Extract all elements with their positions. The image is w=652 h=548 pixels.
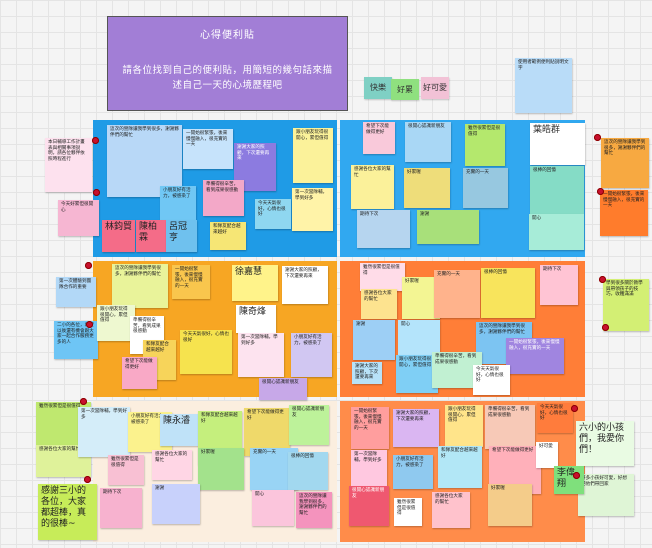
b3-note-8[interactable]: 小朋友好有活力，被感染了: [291, 333, 332, 377]
tired-button[interactable]: 好累: [391, 79, 419, 100]
b6-note-14[interactable]: 好累喔: [488, 484, 532, 526]
b6-note-11[interactable]: 很開心認識新朋友: [349, 486, 389, 526]
b4-note-1[interactable]: 雖然很累但是很值得: [360, 263, 405, 291]
b1-note-2[interactable]: 一開始很緊張，後來慢慢融入，很充實的一天: [183, 129, 233, 169]
happy-button[interactable]: 快樂: [364, 77, 392, 99]
b2-note-8[interactable]: 期待下次: [357, 210, 410, 248]
name-note-5[interactable]: 徐嘉慧: [232, 265, 278, 301]
b6-note-13[interactable]: 感謝各位大家的幫忙: [432, 492, 470, 528]
b5-note-12[interactable]: 謝謝: [152, 484, 200, 524]
pin-icon: [602, 324, 609, 331]
b6-note-5[interactable]: 今天天氣很好，心情也很好: [537, 403, 573, 433]
b6-note-10[interactable]: 好可愛: [536, 442, 558, 468]
b4-note-2[interactable]: 感謝各位大家的幫忙: [361, 289, 397, 319]
b5-note-10[interactable]: 很棒的回憶: [288, 452, 328, 490]
b3-note-6[interactable]: 今天天氣很好，心情也很好: [180, 330, 232, 374]
pin-icon: [571, 405, 578, 412]
pin-icon: [85, 262, 92, 269]
b6-note-12[interactable]: 雖然很累但是很值得: [394, 498, 422, 526]
b1-note-6[interactable]: 今天天氣很好，心情也很好: [255, 199, 291, 229]
b2-note-9[interactable]: 謝謝: [417, 210, 479, 244]
left-note-5[interactable]: 感謝各位大家的幫忙: [36, 445, 91, 477]
name-note-3[interactable]: 呂冠亨: [166, 220, 197, 252]
b6-note-8[interactable]: 和隊友配合越來越好: [438, 446, 482, 488]
b5-note-13[interactable]: 開心: [252, 490, 294, 526]
pin-icon: [597, 188, 604, 195]
b3-note-2[interactable]: 一開始很緊張，後來慢慢融入，很充實的一天: [172, 265, 210, 299]
right-note-love[interactable]: 六小的小孩們，我愛你們！: [576, 421, 634, 466]
b6-note-3[interactable]: 跟小朋友玩得很開心，累但值得: [445, 405, 483, 447]
b4-note-3[interactable]: 好累喔: [402, 277, 440, 319]
name-note-7[interactable]: 陳永濬: [160, 414, 200, 446]
b1-note-5[interactable]: 準備得很辛苦，看到成果很感動: [203, 180, 244, 216]
b5-note-6[interactable]: 雖然很累但是很值得: [108, 455, 144, 485]
b5-note-7[interactable]: 感謝各位大家的幫忙: [152, 450, 192, 480]
pin-icon: [84, 476, 91, 483]
right-note-3[interactable]: 學到很多關於教學與帶領孩子的技巧，收穫滿滿: [603, 279, 649, 331]
b5-note-14[interactable]: 這次的營隊讓我學到很多，謝謝夥伴們的幫忙: [296, 492, 332, 528]
b6-note-7[interactable]: 小朋友好有活力，被感染了: [393, 455, 433, 489]
b5-note-8[interactable]: 好累喔: [198, 448, 244, 490]
b2-note-6[interactable]: 充實的一天: [463, 168, 508, 208]
b3-note-7[interactable]: 第一次當隊輔，學到好多: [238, 333, 284, 377]
name-note-1[interactable]: 林鈞貿: [102, 220, 135, 252]
pin-icon: [594, 134, 601, 141]
b4-note-11[interactable]: 謝謝大家的照顧，下次還要再來: [352, 362, 382, 384]
b1-note-1[interactable]: 這次的營隊讓我學到很多，謝謝夥伴們的幫忙: [107, 125, 182, 197]
pin-icon: [599, 276, 606, 283]
b5-note-1[interactable]: 第一次當隊輔，學到好多: [78, 407, 130, 457]
cute-button[interactable]: 好可愛: [421, 77, 449, 99]
b2-note-2[interactable]: 很開心認識新朋友: [405, 122, 451, 162]
b6-note-2[interactable]: 謝謝大家的照顧，下次還要再來: [393, 409, 439, 447]
left-note-2[interactable]: 第一次體驗到團隊合作的重要: [56, 277, 96, 307]
board-subtitle: 請各位找到自己的便利貼，用簡短的幾句話來描述自己一天的心境歷程吧: [122, 65, 333, 91]
b2-note-10[interactable]: 開心: [529, 214, 584, 250]
b2-note-4[interactable]: 感謝各位大家的幫忙: [351, 165, 394, 209]
b4-note-6[interactable]: 期待下次: [540, 265, 578, 305]
b1-note-9[interactable]: 和隊友配合越來越好: [210, 222, 246, 250]
b4-note-8[interactable]: 開心: [398, 320, 440, 356]
b4-note-12[interactable]: 跟小朋友玩得很開心，累但值得: [396, 355, 438, 393]
name-note-8[interactable]: 李偉翔: [554, 466, 584, 494]
board-title-card: 心得便利貼 請各位找到自己的便利貼，用簡短的幾句話來描述自己一天的心境歷程吧: [107, 16, 348, 111]
b6-note-6[interactable]: 第一次當隊輔，學到好多: [351, 450, 387, 490]
b6-note-1[interactable]: 一開始很緊張，後來慢慢融入，很充實的一天: [351, 407, 389, 449]
right-note-1[interactable]: 這次的營隊讓我學到很多，謝謝夥伴們的幫忙: [601, 138, 649, 188]
right-note-cute[interactable]: 好多小孩好可愛，好想把他們帶回家: [578, 474, 634, 516]
left-note-1[interactable]: 今天好累但很開心: [58, 200, 99, 236]
pin-icon: [93, 189, 100, 196]
pin-icon: [92, 137, 99, 144]
b3-note-10[interactable]: 希望下次能做得更好: [122, 357, 157, 389]
name-note-6[interactable]: 陳奇烽: [236, 305, 276, 333]
b3-note-3[interactable]: 謝謝大家的照顧，下次還要再來: [282, 266, 328, 304]
b3-note-1[interactable]: 這次的營隊讓我學到很多，謝謝夥伴們的幫忙: [112, 264, 168, 308]
b3-note-11[interactable]: 很開心認識新朋友: [259, 378, 307, 400]
pin-icon: [86, 321, 93, 328]
sample-note[interactable]: 使用者範例便利貼說明文字: [515, 58, 572, 113]
left-note-intro[interactable]: 本日輔導工作計畫表與相關事項說明，請各位夥伴依照時程進行: [45, 138, 92, 192]
b2-note-1[interactable]: 希望下次能做得更好: [363, 122, 395, 154]
pin-icon: [573, 472, 580, 479]
b2-note-7[interactable]: 很棒的回憶: [530, 166, 584, 214]
b2-note-5[interactable]: 好累喔: [404, 168, 450, 208]
pin-icon: [80, 398, 87, 405]
name-note-2[interactable]: 陳柏霖: [136, 220, 166, 252]
b2-note-3[interactable]: 雖然很累但是很值得: [465, 124, 505, 166]
b1-note-8[interactable]: 小朋友好有活力，被感染了: [160, 186, 196, 220]
left-note-thanks[interactable]: 感謝三小的各位，大家都超棒，真的很棒~: [38, 484, 97, 540]
name-note-4[interactable]: 葉皓群: [530, 123, 585, 165]
b3-note-4[interactable]: 跟小朋友玩得很開心，累但值得: [97, 305, 135, 341]
b4-note-14[interactable]: 今天天氣很好，心情也很好: [473, 365, 510, 395]
b1-note-7[interactable]: 第一次當隊輔，學到好多: [292, 188, 333, 231]
b6-note-4[interactable]: 準備得很辛苦，看到成果很感動: [485, 405, 535, 449]
b1-note-4[interactable]: 跟小朋友玩得很開心，累但值得: [293, 128, 333, 183]
b5-note-11[interactable]: 期待下次: [100, 488, 142, 528]
b4-note-4[interactable]: 充實的一天: [434, 270, 480, 318]
right-note-2[interactable]: 一開始很緊張，後來慢慢融入，很充實的一天: [600, 190, 648, 236]
b4-note-5[interactable]: 很棒的回憶: [481, 268, 535, 318]
b5-note-5[interactable]: 很開心認識新朋友: [289, 405, 329, 445]
board-title: 心得便利貼: [200, 30, 255, 41]
b4-note-10[interactable]: 一開始很緊張，後來慢慢融入，很充實的一天: [506, 338, 564, 374]
b4-note-7[interactable]: 謝謝: [353, 320, 395, 360]
